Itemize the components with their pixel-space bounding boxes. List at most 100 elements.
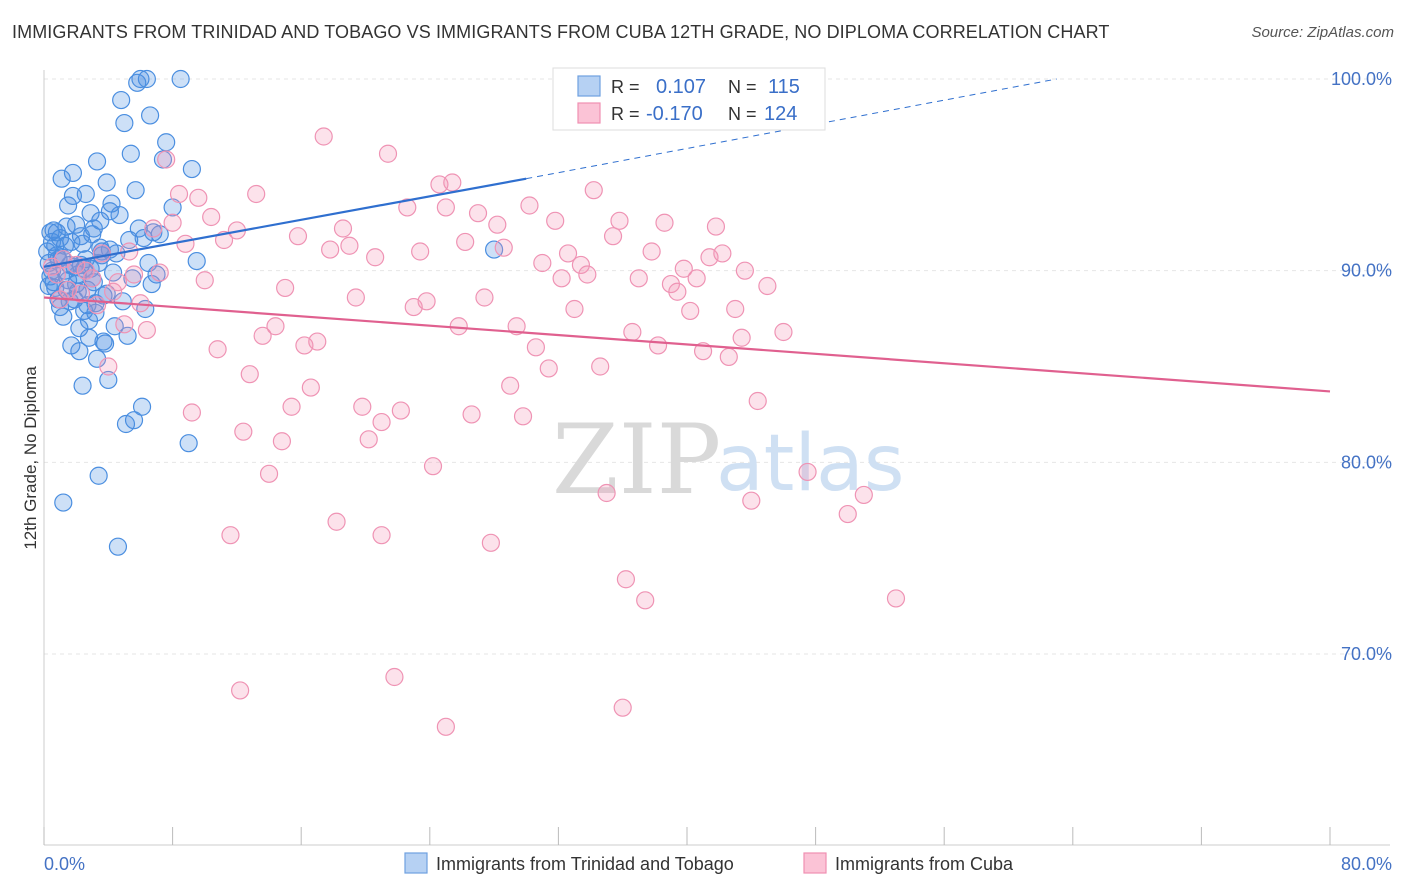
point-cuba [47, 265, 66, 284]
y-tick-label: 90.0% [1341, 261, 1392, 281]
x-tick-label-max: 80.0% [1341, 854, 1392, 874]
point-cuba [436, 198, 455, 217]
point-cuba [92, 244, 111, 263]
point-cuba [288, 227, 308, 246]
point-cuba [449, 317, 468, 336]
point-trinidad [54, 307, 73, 326]
legend-label-cuba: Immigrants from Cuba [835, 854, 1014, 874]
point-cuba [137, 320, 156, 340]
point-cuba [378, 144, 398, 163]
point-trinidad [99, 370, 118, 390]
point-trinidad [70, 342, 89, 361]
point-trinidad [124, 411, 144, 430]
point-cuba [597, 483, 616, 503]
point-trinidad [84, 219, 103, 238]
point-cuba [346, 288, 365, 307]
point-trinidad [63, 186, 83, 206]
y-axis-label: 12th Grade, No Diploma [21, 366, 40, 550]
point-cuba [71, 284, 91, 303]
point-cuba [513, 407, 533, 426]
point-cuba [681, 301, 700, 321]
point-trinidad [113, 292, 132, 311]
watermark-zip: ZIP [552, 404, 721, 516]
legend-swatch-blue [577, 75, 601, 97]
point-trinidad [47, 223, 66, 242]
point-cuba [108, 273, 128, 292]
point-cuba [571, 255, 591, 275]
point-cuba [616, 570, 636, 589]
point-cuba [838, 504, 857, 524]
point-cuba [533, 253, 552, 273]
point-trinidad [97, 173, 116, 192]
point-cuba [758, 276, 777, 296]
point-cuba [366, 248, 385, 267]
point-cuba [558, 244, 578, 263]
legend-n-value-blue: 115 [768, 76, 800, 98]
point-trinidad [70, 319, 89, 338]
point-trinidad [108, 537, 128, 556]
point-cuba [83, 269, 102, 288]
point-cuba [253, 326, 272, 345]
point-cuba [687, 269, 706, 288]
point-cuba [282, 397, 301, 416]
y-tick-label: 100.0% [1331, 69, 1392, 89]
point-cuba [603, 227, 623, 246]
point-cuba [411, 242, 430, 261]
legend-swatch-trinidad [404, 852, 428, 874]
point-cuba [124, 265, 144, 284]
point-cuba [301, 378, 320, 397]
legend-r-label-pink: R = [611, 104, 640, 124]
point-trinidad [112, 90, 131, 110]
point-cuba [333, 219, 353, 238]
point-trinidad [81, 204, 100, 223]
point-cuba [713, 244, 732, 263]
x-tick-label-min: 0.0% [44, 854, 85, 874]
point-trinidad [137, 69, 156, 89]
point-cuba [221, 526, 240, 545]
point-trinidad [171, 69, 190, 89]
point-cuba [99, 357, 118, 376]
legend-r-value-blue: 0.107 [656, 76, 706, 98]
point-cuba [462, 405, 481, 424]
point-cuba [272, 432, 292, 451]
point-cuba [208, 340, 227, 359]
point-trinidad [41, 223, 60, 242]
point-cuba [87, 296, 107, 315]
point-cuba [231, 681, 250, 700]
point-cuba [648, 336, 668, 355]
gridlines [44, 78, 1390, 655]
point-cuba [259, 464, 279, 483]
point-cuba [327, 512, 346, 531]
point-cuba [706, 217, 726, 236]
point-cuba [391, 401, 410, 420]
point-trinidad [131, 69, 150, 89]
point-cuba [169, 184, 189, 204]
point-cuba [655, 213, 674, 232]
point-cuba [321, 240, 340, 259]
point-cuba [798, 462, 817, 482]
y-tick-label: 70.0% [1341, 644, 1392, 664]
point-cuba [539, 359, 558, 378]
point-cuba [189, 188, 208, 207]
point-trinidad [50, 228, 70, 248]
point-trinidad [110, 205, 129, 225]
point-cuba [552, 269, 571, 288]
point-cuba [423, 457, 443, 476]
point-cuba [520, 196, 539, 215]
point-trinidad [59, 196, 78, 215]
point-cuba [591, 357, 610, 376]
point-cuba [854, 485, 873, 505]
point-cuba [436, 717, 455, 736]
point-cuba [735, 261, 754, 280]
point-cuba [719, 347, 738, 367]
point-cuba [507, 317, 526, 336]
trend-line-trinidad [43, 177, 527, 268]
point-trinidad [54, 493, 73, 512]
point-cuba [774, 322, 793, 342]
legend-n-value-pink: 124 [764, 103, 797, 125]
point-cuba [340, 236, 359, 255]
point-cuba [456, 232, 475, 252]
point-trinidad [63, 163, 83, 183]
point-trinidad [118, 326, 137, 345]
